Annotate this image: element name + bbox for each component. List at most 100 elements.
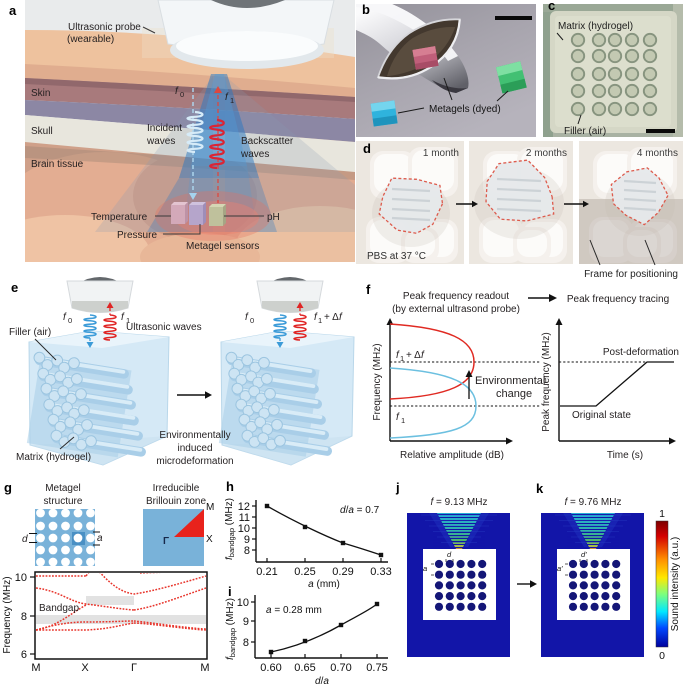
svg-text:Frame for positioning: Frame for positioning [584,269,678,280]
svg-text:Peak frequency tracing: Peak frequency tracing [567,294,669,305]
svg-text:1 month: 1 month [423,148,459,159]
svg-text:0.29: 0.29 [332,566,353,578]
svg-text:f: f [245,312,249,323]
svg-text:M: M [31,662,40,674]
svg-text:Matrix (hydrogel): Matrix (hydrogel) [16,452,91,463]
svg-text:a = 0.28 mm: a = 0.28 mm [266,605,322,616]
svg-text:fbandgap (MHz): fbandgap (MHz) [225,598,237,660]
svg-text:Metagel: Metagel [45,483,81,494]
svg-text:8: 8 [243,637,249,649]
svg-text:Incident: Incident [147,123,182,134]
svg-text:0: 0 [180,90,184,99]
svg-text:9: 9 [243,616,249,628]
svg-text:f: f [396,350,400,361]
svg-text:1: 1 [126,316,130,325]
svg-text:0: 0 [250,316,254,325]
svg-text:X: X [81,662,89,674]
svg-text:M: M [200,662,209,674]
svg-text:12: 12 [238,501,250,513]
svg-text:d/a = 0.7: d/a = 0.7 [340,505,380,516]
svg-text:1: 1 [401,416,405,425]
svg-text:Peak frequency readout: Peak frequency readout [403,291,509,302]
svg-text:Relative amplitude (dB): Relative amplitude (dB) [400,450,504,461]
svg-text:d: d [22,534,28,545]
svg-text:d′: d′ [581,550,587,559]
svg-text:0.65: 0.65 [294,662,315,674]
svg-text:10: 10 [15,572,27,584]
svg-text:f: f [339,312,343,323]
svg-text:0: 0 [68,316,72,325]
svg-text:Skin: Skin [31,88,50,99]
svg-text:(wearable): (wearable) [67,34,114,45]
svg-text:Skull: Skull [31,126,53,137]
svg-text:Filler (air): Filler (air) [564,126,606,137]
svg-text:+ Δ: + Δ [406,350,421,361]
svg-text:2 months: 2 months [526,148,567,159]
svg-text:f = 9.13 MHz: f = 9.13 MHz [431,497,488,508]
svg-text:Matrix (hydrogel): Matrix (hydrogel) [558,21,633,32]
svg-text:d/a: d/a [315,676,329,685]
svg-text:Environmental: Environmental [475,375,545,387]
svg-text:a: a [97,533,103,544]
svg-text:a: a [423,564,427,573]
svg-text:waves: waves [146,136,175,147]
svg-text:Frequency (MHz): Frequency (MHz) [372,343,383,420]
svg-text:Pressure: Pressure [117,230,157,241]
svg-text:8: 8 [244,545,250,557]
svg-text:f: f [63,312,67,323]
svg-text:8: 8 [21,611,27,623]
svg-text:6: 6 [21,649,27,661]
svg-text:Frequency (MHz): Frequency (MHz) [2,576,13,653]
svg-text:Temperature: Temperature [91,212,148,223]
svg-text:Time (s): Time (s) [607,450,643,461]
svg-text:Γ: Γ [131,662,137,674]
svg-text:Brain tissue: Brain tissue [31,159,84,170]
svg-text:Metagel sensors: Metagel sensors [186,241,259,252]
svg-text:change: change [496,388,532,400]
svg-text:1: 1 [230,96,234,105]
svg-text:Environmentally: Environmentally [159,430,230,441]
svg-text:Sound intensity (a.u.): Sound intensity (a.u.) [670,537,681,632]
svg-text:+ Δ: + Δ [324,312,339,323]
svg-text:Backscatter: Backscatter [241,136,294,147]
svg-text:Irreducible: Irreducible [153,483,200,494]
svg-text:a (mm): a (mm) [308,579,340,590]
svg-text:f = 9.76 MHz: f = 9.76 MHz [565,497,622,508]
svg-text:Brillouin zone: Brillouin zone [146,496,206,507]
svg-text:1: 1 [400,354,404,363]
svg-text:10: 10 [237,597,249,609]
svg-text:0.21: 0.21 [256,566,277,578]
svg-text:structure: structure [44,496,83,507]
svg-text:1: 1 [318,316,322,325]
svg-text:Post-deformation: Post-deformation [603,347,679,358]
svg-text:microdeformation: microdeformation [156,456,233,467]
svg-text:f: f [175,86,179,97]
svg-text:PBS at 37 °C: PBS at 37 °C [367,251,426,262]
svg-text:f: f [396,412,400,423]
svg-text:f: f [421,350,425,361]
svg-text:f: f [314,312,318,323]
svg-text:d: d [447,550,452,559]
svg-text:0.60: 0.60 [260,662,281,674]
svg-text:1: 1 [659,508,665,520]
svg-text:0: 0 [659,650,665,662]
svg-text:Peak frequency (MHz): Peak frequency (MHz) [541,332,552,431]
svg-text:Γ: Γ [163,536,169,547]
svg-text:0.70: 0.70 [330,662,351,674]
svg-text:0.25: 0.25 [294,566,315,578]
svg-text:Ultrasonic waves: Ultrasonic waves [126,322,202,333]
svg-text:9: 9 [244,534,250,546]
svg-text:fbandgap (MHz): fbandgap (MHz) [225,498,236,560]
svg-text:a′: a′ [557,564,563,573]
svg-text:Original state: Original state [572,410,631,421]
svg-text:X: X [206,534,213,545]
svg-text:Bandgap: Bandgap [39,603,79,614]
svg-text:0.33: 0.33 [370,566,391,578]
svg-text:induced: induced [177,443,212,454]
svg-text:waves: waves [240,149,269,160]
svg-text:0.75: 0.75 [366,662,387,674]
svg-text:M: M [206,502,214,513]
svg-text:4 months: 4 months [637,148,678,159]
svg-text:(by external ultrasond probe): (by external ultrasond probe) [392,304,520,315]
svg-text:f: f [121,312,125,323]
